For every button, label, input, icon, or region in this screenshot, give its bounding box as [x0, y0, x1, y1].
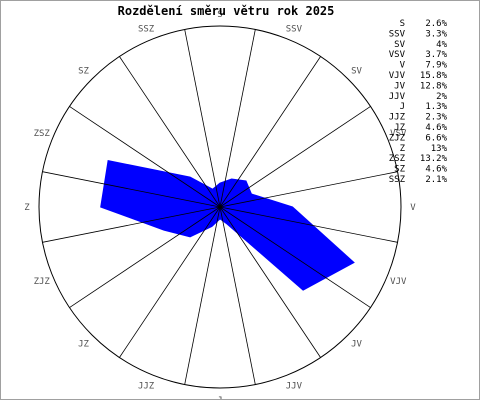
- spoke-line: [69, 106, 221, 208]
- spoke-line: [219, 106, 371, 208]
- spoke-line: [69, 206, 221, 308]
- legend-value-ssv: 3.3%: [425, 29, 447, 39]
- direction-label-sv: SV: [351, 67, 362, 77]
- spoke-line: [219, 206, 321, 358]
- legend-value-vsv: 3.7%: [425, 50, 447, 60]
- direction-label-ssz: SSZ: [138, 25, 155, 35]
- legend-direction-vjv: VJV: [389, 71, 406, 81]
- direction-labels: SSSVSVVSVVVJVJVJJVJJJZJZZJZZZSZSZSSZ: [24, 10, 416, 399]
- legend-value-sv: 4%: [436, 40, 447, 50]
- direction-label-s: S: [217, 10, 222, 20]
- spoke-line: [42, 206, 221, 243]
- direction-label-sz: SZ: [78, 67, 89, 77]
- wind-area: [100, 160, 355, 291]
- spoke-line: [219, 206, 398, 243]
- spoke-line: [219, 206, 371, 308]
- spoke-line: [184, 206, 221, 385]
- spoke-line: [184, 29, 221, 208]
- direction-label-j: J: [217, 396, 222, 399]
- legend-direction-z: Z: [400, 144, 406, 154]
- legend-direction-ssz: SSZ: [389, 175, 406, 185]
- legend-value-v: 7.9%: [425, 61, 447, 71]
- direction-label-ssv: SSV: [286, 25, 303, 35]
- legend-direction-ssv: SSV: [389, 29, 406, 39]
- legend-value-jjz: 2.3%: [425, 113, 447, 123]
- legend-direction-sv: SV: [394, 40, 405, 50]
- direction-label-v: V: [410, 203, 416, 213]
- legend-value-vjv: 15.8%: [420, 71, 448, 81]
- legend-direction-s: S: [400, 19, 405, 29]
- outer-circle: [38, 25, 402, 389]
- legend-value-j: 1.3%: [425, 102, 447, 112]
- legend-value-zsz: 13.2%: [420, 154, 448, 164]
- spoke-line: [219, 29, 256, 208]
- legend-direction-v: V: [400, 61, 406, 71]
- direction-label-zsz: ZSZ: [34, 129, 51, 139]
- spoke-line: [119, 206, 221, 358]
- legend-value-z: 13%: [431, 144, 448, 154]
- direction-label-jjz: JJZ: [138, 381, 155, 391]
- legend-value-ssz: 2.1%: [425, 175, 447, 185]
- legend-direction-zjz: ZJZ: [389, 133, 406, 143]
- direction-label-vsv: VSV: [390, 129, 407, 139]
- direction-label-jjv: JJV: [286, 381, 303, 391]
- legend-direction-sz: SZ: [394, 165, 405, 175]
- spoke-line: [119, 56, 221, 208]
- direction-label-jz: JZ: [78, 340, 89, 350]
- spoke-line: [219, 206, 256, 385]
- legend-value-sz: 4.6%: [425, 165, 447, 175]
- legend-direction-j: J: [400, 102, 405, 112]
- legend-value-s: 2.6%: [425, 19, 447, 29]
- direction-label-z: Z: [24, 203, 30, 213]
- direction-label-jv: JV: [351, 340, 362, 350]
- legend-value-jjv: 2%: [436, 92, 447, 102]
- legend: S 2.6% SSV 3.3% SV 4% VSV 3.7% V 7.9% VJV 15.8% JV 12…: [389, 19, 448, 185]
- legend-direction-jz: JZ: [394, 123, 405, 133]
- chart-spokes: [42, 29, 398, 385]
- chart-grid: [38, 25, 402, 389]
- chart-title: Rozdělení směru větru rok 2025: [118, 4, 335, 18]
- legend-direction-vsv: VSV: [389, 50, 406, 60]
- legend-direction-jjz: JJZ: [389, 113, 406, 123]
- legend-value-jv: 12.8%: [420, 81, 448, 91]
- spoke-line: [219, 171, 398, 208]
- spoke-line: [42, 171, 221, 208]
- wind-area-polygon: [100, 160, 355, 291]
- legend-direction-jv: JV: [394, 81, 405, 91]
- direction-label-vjv: VJV: [390, 277, 407, 287]
- spoke-line: [219, 56, 321, 208]
- legend-direction-zsz: ZSZ: [389, 154, 406, 164]
- legend-direction-jjv: JJV: [389, 92, 406, 102]
- direction-label-zjz: ZJZ: [34, 277, 51, 287]
- legend-value-jz: 4.6%: [425, 123, 447, 133]
- legend-value-zjz: 6.6%: [425, 133, 447, 143]
